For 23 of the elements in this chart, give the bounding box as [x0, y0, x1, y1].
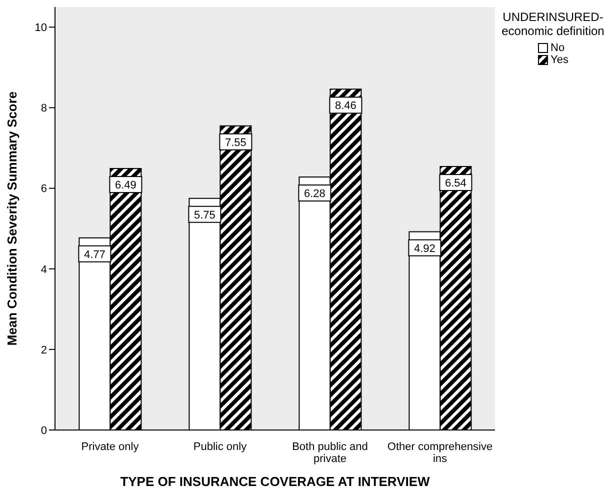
data-label: 6.49 [114, 180, 136, 192]
y-tick-label: 6 [40, 183, 47, 196]
data-label: 4.77 [84, 248, 106, 261]
x-tick-label: Both public and private [292, 441, 368, 465]
x-tick-label: Private only [81, 441, 140, 453]
data-label: 8.46 [334, 100, 356, 112]
y-tick-label: 0 [40, 424, 47, 437]
legend-label: Yes [550, 54, 568, 66]
y-tick-label: 4 [40, 264, 47, 276]
data-label: 6.28 [304, 188, 326, 200]
x-axis-title: TYPE OF INSURANCE COVERAGE AT INTERVIEW [120, 474, 431, 489]
y-tick-label: 8 [40, 102, 47, 115]
legend-title: UNDERINSURED-economic definition [500, 10, 606, 38]
data-label: 5.75 [194, 209, 216, 222]
data-label: 6.54 [444, 178, 466, 190]
data-label: 4.92 [414, 242, 436, 255]
data-label: 7.55 [224, 136, 246, 149]
x-tick-label: Other comprehensive ins [387, 441, 493, 465]
y-tick-label: 2 [40, 344, 47, 356]
x-tick-label: Public only [193, 441, 248, 453]
y-tick-label: 10 [34, 22, 47, 34]
legend-label: No [550, 42, 565, 54]
y-axis-title: Mean Condition Severity Summary Score [4, 91, 20, 346]
